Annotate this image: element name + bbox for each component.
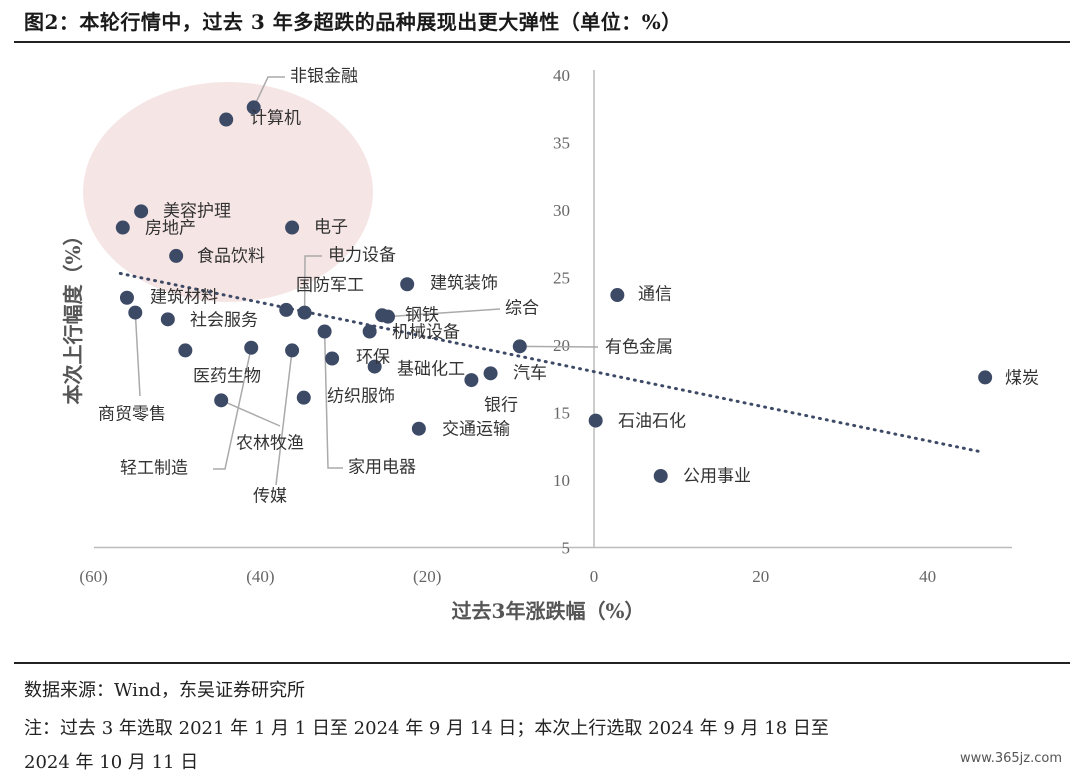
- watermark: www.365jz.com: [956, 749, 1066, 768]
- data-point: [362, 324, 377, 339]
- data-point: [285, 220, 300, 235]
- data-point: [134, 204, 149, 219]
- data-point: [219, 112, 234, 127]
- point-label: 商贸零售: [98, 405, 166, 425]
- y-tick-label: 40: [553, 66, 570, 85]
- point-label: 家用电器: [348, 458, 416, 478]
- point-label: 计算机: [250, 109, 301, 129]
- point-label: 纺织服饰: [327, 387, 395, 407]
- leader-line: [220, 399, 281, 427]
- y-tick-label: 5: [562, 539, 571, 558]
- data-point: [483, 366, 498, 381]
- data-point: [653, 468, 668, 483]
- y-tick-label: 10: [553, 471, 570, 490]
- point-label: 农林牧渔: [236, 434, 304, 454]
- point-label: 煤炭: [1005, 369, 1039, 389]
- data-point: [375, 308, 390, 323]
- point-label: 基础化工: [397, 360, 465, 380]
- data-point: [400, 277, 415, 292]
- x-axis-title: 过去3年涨跌幅（%）: [452, 599, 645, 623]
- point-label: 房地产: [145, 219, 196, 239]
- data-point: [512, 339, 527, 354]
- leader-line: [213, 347, 252, 470]
- point-label: 传媒: [253, 487, 287, 507]
- leader-line: [323, 331, 343, 469]
- scatter-chart: (60) (40) (20) 0 20 40 5 10 15 20 25 30 35 40 非银金融计算机…: [61, 66, 1039, 623]
- leader-line: [519, 345, 599, 348]
- leader-line: [253, 76, 285, 108]
- data-point: [464, 373, 479, 388]
- point-label: 交通运输: [442, 420, 510, 440]
- data-point: [128, 305, 143, 320]
- source-text: 数据来源：Wind，东吴证券研究所: [24, 680, 306, 701]
- data-point: [297, 305, 312, 320]
- leader-line: [387, 308, 501, 318]
- data-point: [246, 100, 261, 115]
- point-label: 电力设备: [328, 246, 396, 266]
- point-label: 汽车: [513, 364, 547, 384]
- figure-title: 图2：本轮行情中，过去 3 年多超跌的品种展现出更大弹性（单位：%）: [24, 10, 682, 34]
- y-tick-label: 20: [553, 336, 570, 355]
- point-label: 电子: [314, 218, 348, 238]
- point-label: 通信: [638, 285, 672, 305]
- leader-line: [134, 312, 141, 397]
- point-label: 社会服务: [190, 311, 258, 331]
- data-point: [160, 312, 175, 327]
- y-axis-title: 本次上行幅度（%）: [61, 225, 85, 404]
- point-label: 石油石化: [618, 412, 686, 432]
- y-tick-label: 35: [553, 134, 570, 153]
- data-point: [115, 220, 130, 235]
- data-point: [588, 413, 603, 428]
- note-line-1: 注：过去 3 年选取 2021 年 1 月 1 日至 2024 年 9 月 14…: [24, 718, 829, 739]
- point-label: 综合: [505, 299, 539, 319]
- point-label: 医药生物: [193, 367, 261, 387]
- point-label: 非银金融: [290, 67, 358, 87]
- x-tick-label: (40): [246, 567, 274, 586]
- x-tick-label: (60): [79, 567, 107, 586]
- data-point: [169, 248, 184, 263]
- point-label: 建筑材料: [150, 288, 218, 308]
- point-label: 美容护理: [163, 202, 231, 222]
- data-point: [610, 288, 625, 303]
- point-label: 公用事业: [683, 467, 751, 487]
- y-tick-label: 30: [553, 201, 570, 220]
- data-point: [244, 340, 259, 355]
- data-point: [279, 302, 294, 317]
- point-label: 食品饮料: [197, 247, 265, 267]
- x-tick-label: 20: [752, 567, 769, 586]
- top-rule: [14, 41, 1070, 43]
- point-label: 有色金属: [605, 338, 673, 358]
- point-label: 钢铁: [405, 306, 439, 326]
- data-point: [411, 421, 426, 436]
- leader-line: [275, 350, 293, 486]
- data-point: [119, 290, 134, 305]
- x-tick-label: 0: [590, 567, 599, 586]
- highlight-ellipse: [83, 82, 373, 302]
- point-label: 机械设备: [392, 323, 460, 343]
- data-point: [325, 351, 340, 366]
- point-label: 建筑装饰: [430, 274, 498, 294]
- bottom-rule: [14, 662, 1070, 664]
- data-point: [978, 370, 993, 385]
- point-label: 轻工制造: [120, 459, 188, 479]
- point-label: 银行: [484, 396, 518, 416]
- data-point: [178, 343, 193, 358]
- data-point: [214, 393, 229, 408]
- data-point: [367, 359, 382, 374]
- y-tick-label: 15: [553, 404, 570, 423]
- leader-line: [303, 255, 322, 313]
- y-tick-label: 25: [553, 269, 570, 288]
- point-label: 国防军工: [296, 276, 364, 296]
- x-tick-label: (20): [413, 567, 441, 586]
- data-point: [285, 343, 300, 358]
- point-label: 环保: [356, 348, 390, 368]
- x-tick-label: 40: [919, 567, 936, 586]
- note-line-2: 2024 年 10 月 11 日: [24, 752, 199, 773]
- data-point: [317, 324, 332, 339]
- data-point: [296, 390, 311, 405]
- trendline: [118, 271, 982, 454]
